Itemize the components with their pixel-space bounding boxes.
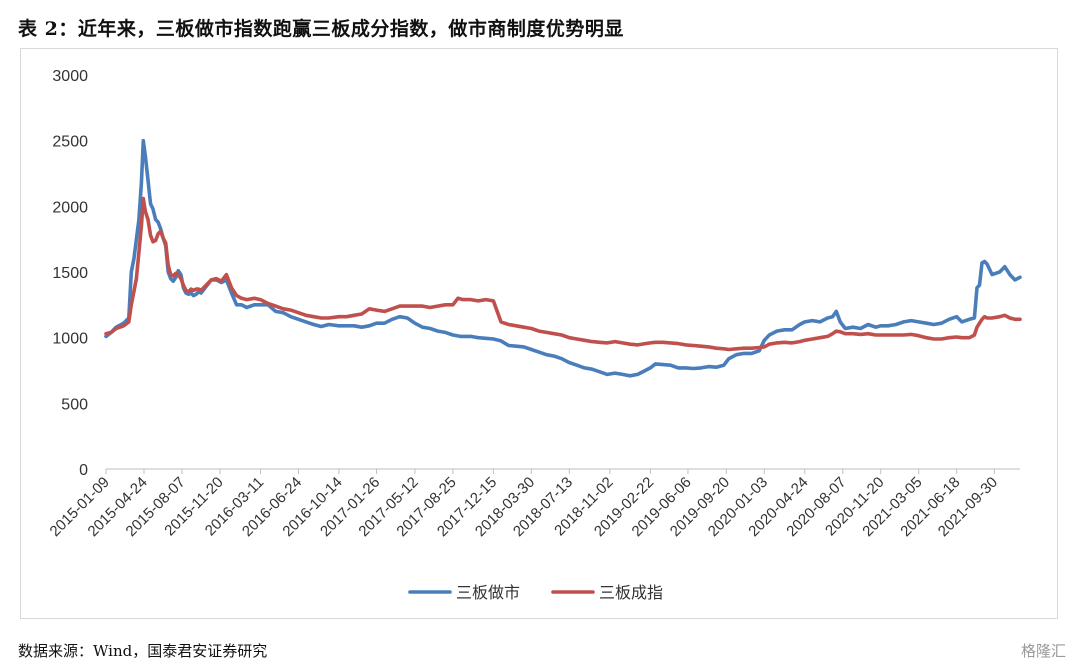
legend-label-2: 三板成指 (599, 583, 663, 602)
watermark-logo: 格隆汇 (1020, 642, 1066, 660)
legend-label-1: 三板做市 (456, 583, 520, 602)
legend: 三板做市 三板成指 (408, 583, 663, 602)
y-tick-label: 500 (61, 396, 88, 413)
source-note: 数据来源：Wind，国泰君安证券研究 (18, 642, 268, 660)
page-title: 表 2：近年来，三板做市指数跑赢三板成分指数，做市商制度优势明显 (18, 18, 624, 40)
series-line-1 (104, 138, 1022, 378)
y-tick-label: 2500 (52, 134, 88, 151)
y-axis: 0 500 1000 1500 2000 2500 3000 (52, 68, 88, 479)
series-layer (104, 138, 1022, 378)
y-tick-label: 2000 (52, 199, 88, 216)
y-tick-label: 1500 (52, 265, 88, 282)
x-axis: 2015-01-092015-04-242015-08-072015-11-20… (47, 468, 1020, 540)
chart-frame (20, 48, 1058, 619)
y-tick-label: 1000 (52, 331, 88, 348)
y-tick-label: 3000 (52, 68, 88, 85)
y-tick-label: 0 (79, 462, 88, 479)
series-line-2 (104, 196, 1022, 352)
